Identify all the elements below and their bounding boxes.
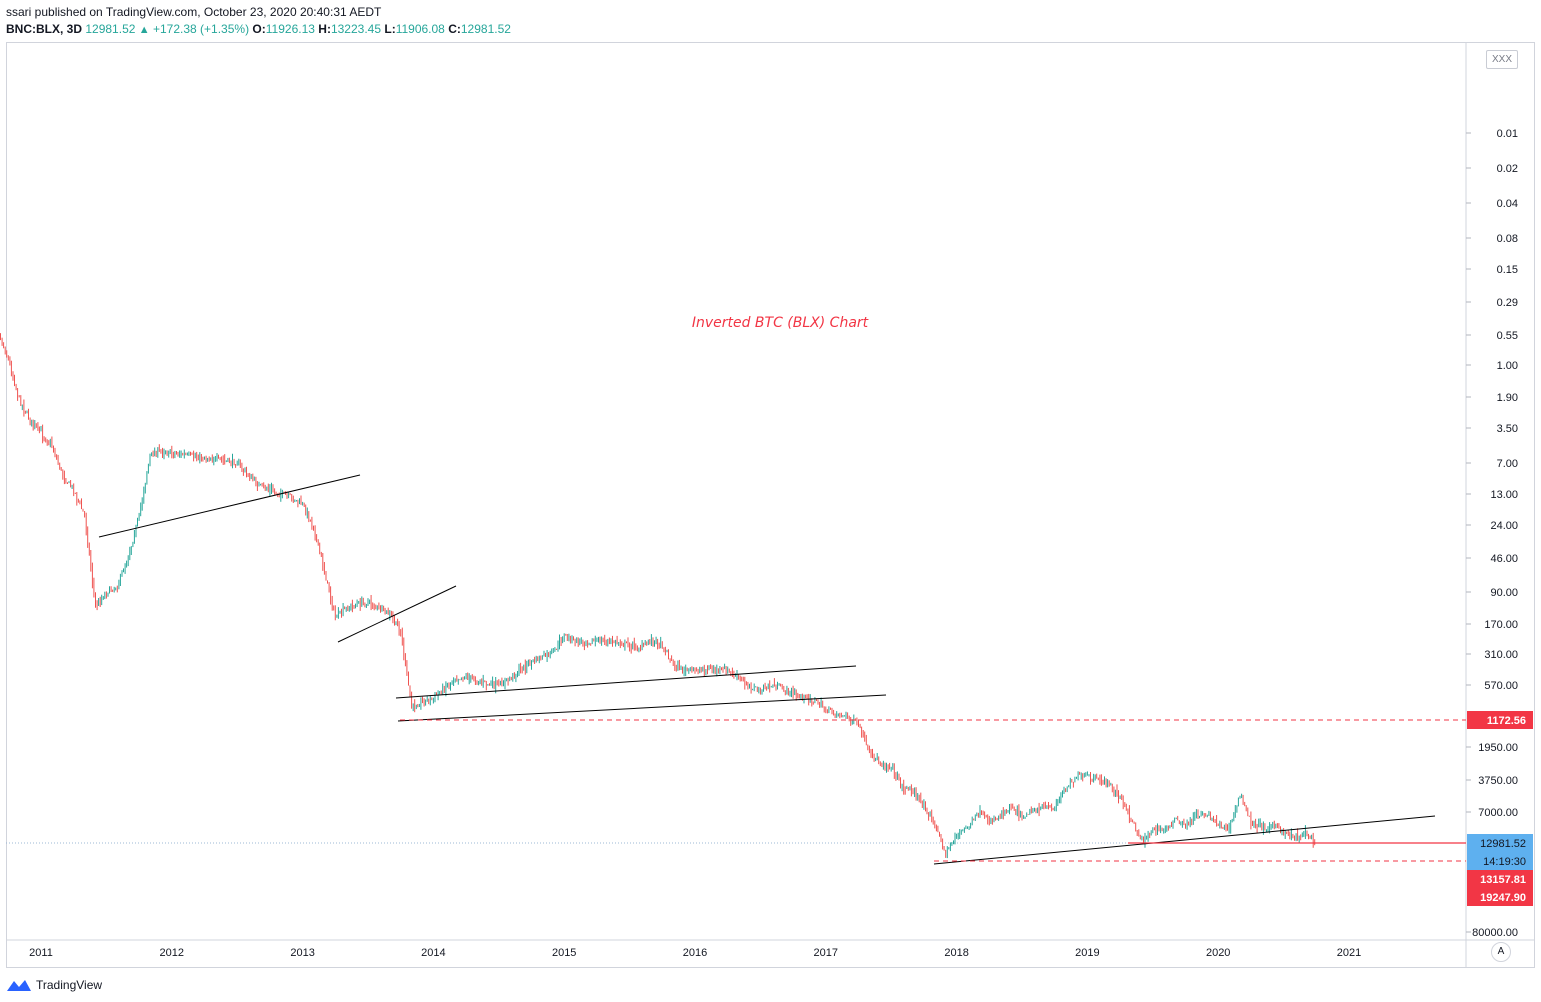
channel-upper (395, 665, 857, 699)
y-tick-label: 13.00 (1490, 489, 1518, 501)
low-value: 11906.08 (395, 22, 445, 36)
last-price: 12981.52 (85, 22, 136, 36)
trend-line-2011 (98, 474, 361, 538)
y-tick-label: 90.00 (1490, 587, 1518, 599)
price-tag-bg (1467, 870, 1533, 888)
y-tick-label: 3.50 (1497, 423, 1518, 435)
x-tick-label: 2012 (160, 947, 184, 959)
x-tick-label: 2014 (421, 947, 445, 959)
y-tick-label: 0.15 (1497, 264, 1518, 276)
chart-frame[interactable] (6, 42, 1535, 968)
price-tag-bg (1467, 834, 1533, 852)
up-arrow-icon: ▲ (138, 24, 150, 36)
open-value: 11926.13 (265, 22, 315, 36)
tradingview-logo[interactable]: TradingView (6, 976, 102, 994)
price-tag-bg (1467, 888, 1533, 906)
compare-symbol-button[interactable]: XXX (1486, 50, 1518, 69)
y-tick-label: 0.55 (1497, 330, 1518, 342)
y-tick-label: 7.00 (1497, 458, 1518, 470)
trend-line-2013 (337, 585, 457, 643)
symbol-label[interactable]: BNC:BLX, 3D (6, 22, 83, 36)
y-tick-label: 7000.00 (1478, 807, 1518, 819)
price-tag-label: 13157.81 (1480, 874, 1526, 886)
low-key: L: (384, 22, 396, 36)
y-tick-label: 0.08 (1497, 233, 1518, 245)
horizontal-levels (400, 719, 1466, 862)
y-tick-label: 0.29 (1497, 297, 1518, 309)
x-tick-label: 2017 (814, 947, 838, 959)
x-tick-label: 2018 (944, 947, 968, 959)
y-tick-label: 3750.00 (1478, 775, 1518, 787)
price-tag-label: 12981.52 (1480, 838, 1526, 850)
y-tick-label: 1.00 (1497, 360, 1518, 372)
price-axis[interactable]: 0.01 0.02 0.04 0.08 0.15 0.29 0.55 1.00 1.90 3.50… (1466, 128, 1518, 939)
y-tick-label: 310.00 (1484, 649, 1518, 661)
channel-lower (397, 694, 887, 722)
price-tag-label: 1172.56 (1487, 715, 1526, 727)
close-value: 12981.52 (460, 22, 511, 36)
x-tick-label: 2011 (29, 947, 53, 959)
x-tick-label: 2016 (683, 947, 707, 959)
price-tag-label: 19247.90 (1480, 892, 1526, 904)
x-tick-label: 2015 (552, 947, 576, 959)
tradingview-logo-text: TradingView (36, 978, 103, 992)
open-key: O: (252, 22, 266, 36)
x-tick-label: 2019 (1075, 947, 1099, 959)
y-tick-label: 24.00 (1490, 520, 1518, 532)
trend-lines (98, 474, 1436, 865)
y-tick-label: 0.02 (1497, 163, 1518, 175)
x-tick-label: 2020 (1206, 947, 1230, 959)
high-key: H: (318, 22, 331, 36)
y-tick-label: 1.90 (1497, 392, 1518, 404)
price-tags: 1172.56 12981.52 14:19:30 13157.81 19247.90 (1467, 711, 1533, 906)
x-tick-label: 2021 (1337, 947, 1361, 959)
chart-title: Inverted BTC (BLX) Chart (692, 315, 869, 331)
y-tick-label: 570.00 (1484, 680, 1518, 692)
y-tick-label: 1950.00 (1478, 742, 1518, 754)
y-tick-label: 46.00 (1490, 553, 1518, 565)
publisher-line: ssari published on TradingView.com, Octo… (6, 5, 381, 19)
y-tick-label: 80000.00 (1472, 927, 1518, 939)
y-tick-label: 0.04 (1497, 198, 1518, 210)
price-change: +172.38 (+1.35%) (153, 22, 250, 36)
tradingview-logo-icon (7, 980, 31, 991)
close-key: C: (448, 22, 461, 36)
y-tick-label: 0.01 (1497, 128, 1518, 140)
price-tag-bg (1467, 852, 1533, 870)
trend-line-2018 (933, 815, 1436, 865)
auto-scale-button[interactable]: A (1491, 942, 1511, 962)
symbol-ohlc-line: BNC:BLX, 3D 12981.52 ▲ +172.38 (+1.35%) … (6, 22, 511, 36)
time-axis[interactable]: 2011 2012 2013 2014 2015 2016 2017 2018 2019 2020… (29, 947, 1361, 959)
x-tick-label: 2013 (290, 947, 314, 959)
price-tag-label: 14:19:30 (1483, 856, 1526, 868)
price-series (0, 333, 1316, 859)
price-tag-bg (1467, 711, 1533, 729)
high-value: 13223.45 (330, 22, 382, 36)
y-tick-label: 170.00 (1484, 619, 1518, 631)
publisher-text: ssari published on TradingView.com, Octo… (6, 5, 382, 19)
